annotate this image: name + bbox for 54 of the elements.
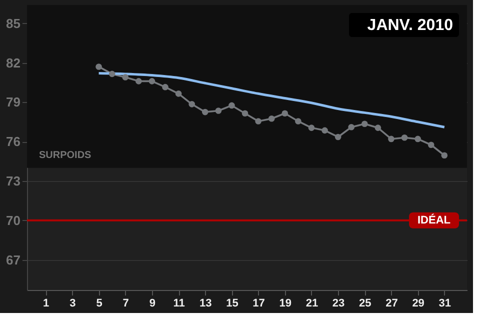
point bbox=[202, 108, 208, 116]
point bbox=[361, 120, 368, 128]
point bbox=[441, 152, 448, 159]
x-tick-label: 15 bbox=[226, 298, 238, 310]
point bbox=[282, 110, 288, 117]
point bbox=[348, 124, 355, 130]
x-tick-label: 7 bbox=[122, 298, 129, 310]
point bbox=[122, 74, 129, 80]
x-tick-label: 5 bbox=[96, 298, 102, 310]
y-tick-label: 73 bbox=[6, 173, 20, 188]
x-tick-label: 25 bbox=[359, 298, 372, 310]
point bbox=[228, 102, 235, 109]
point bbox=[148, 78, 156, 84]
point bbox=[188, 101, 195, 108]
point bbox=[96, 64, 102, 70]
point bbox=[401, 134, 408, 141]
point bbox=[388, 136, 394, 142]
line-series bbox=[98, 72, 446, 128]
point bbox=[308, 124, 315, 131]
y-tick-label: 67 bbox=[6, 252, 20, 268]
point bbox=[108, 70, 116, 78]
point bbox=[295, 118, 302, 124]
ref-line-label: IDÉAL bbox=[418, 213, 451, 226]
point bbox=[374, 124, 382, 131]
y-tick-label: 82 bbox=[6, 55, 20, 70]
x-tick-label: 29 bbox=[412, 298, 424, 310]
point bbox=[322, 127, 328, 134]
x-tick-label: 17 bbox=[252, 298, 265, 310]
point bbox=[175, 90, 182, 97]
x-tick-label: 1 bbox=[43, 298, 50, 310]
y-tick-label: 79 bbox=[6, 94, 20, 110]
x-tick-label: 3 bbox=[70, 298, 76, 310]
point bbox=[334, 134, 342, 140]
point bbox=[242, 110, 248, 117]
x-tick-label: 27 bbox=[386, 298, 398, 310]
point bbox=[268, 115, 275, 122]
x-tick-label: 31 bbox=[438, 298, 452, 310]
point bbox=[255, 118, 262, 124]
x-tick-label: 9 bbox=[149, 298, 156, 310]
x-tick-label: 21 bbox=[306, 298, 318, 310]
y-tick-label: 76 bbox=[6, 134, 20, 150]
x-tick-label: 23 bbox=[332, 298, 345, 310]
x-tick-label: 19 bbox=[279, 298, 292, 310]
point bbox=[414, 136, 421, 142]
y-tick-label: 70 bbox=[6, 212, 20, 228]
point bbox=[136, 78, 142, 84]
y-tick-label: 85 bbox=[6, 16, 20, 31]
x-tick-label: 13 bbox=[200, 298, 212, 310]
text: JANV. 2010 bbox=[367, 17, 454, 34]
band-label: SURPOIDS bbox=[39, 150, 92, 161]
point bbox=[428, 142, 434, 148]
point bbox=[215, 108, 222, 114]
x-tick-label: 11 bbox=[173, 298, 185, 310]
point bbox=[162, 84, 168, 90]
